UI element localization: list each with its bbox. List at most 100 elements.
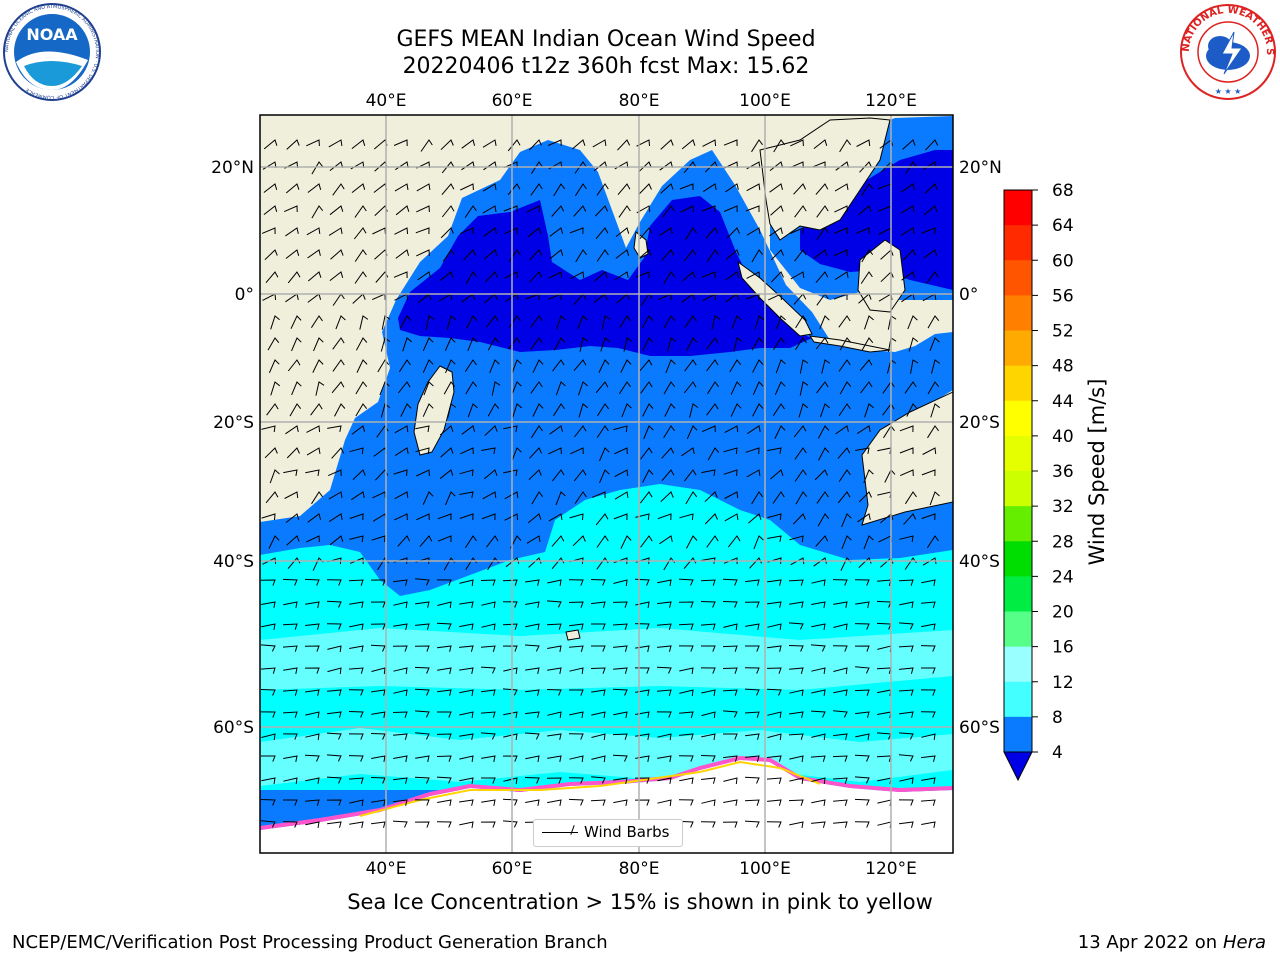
wind-barb xyxy=(305,821,320,828)
wind-barb xyxy=(766,688,782,696)
wind-barb xyxy=(440,139,454,151)
wind-barb xyxy=(788,579,804,586)
colorbar-segment xyxy=(1004,225,1032,261)
wind-barb xyxy=(794,249,807,262)
wind-barb xyxy=(922,557,937,566)
wind-barb xyxy=(723,139,738,147)
wind-barb xyxy=(591,776,606,784)
wind-barb xyxy=(663,425,675,439)
wind-barb xyxy=(623,337,633,352)
wind-barb xyxy=(525,689,540,696)
wind-barb xyxy=(854,689,870,696)
wind-barb xyxy=(590,579,606,586)
wind-barb xyxy=(327,469,342,477)
wind-barb xyxy=(547,579,562,586)
wind-barb xyxy=(547,645,562,652)
wind-barb xyxy=(772,403,785,416)
wind-barb xyxy=(261,513,276,521)
wind-barb xyxy=(635,271,650,278)
wind-barb xyxy=(854,579,870,586)
wind-barb xyxy=(810,710,826,718)
wind-barb xyxy=(285,183,300,194)
wind-barb xyxy=(502,623,518,630)
wind-barb xyxy=(569,755,584,762)
colorbar-segment xyxy=(1004,716,1032,752)
credit-text: NCEP/EMC/Verification Post Processing Pr… xyxy=(12,932,608,953)
wind-barb xyxy=(503,667,518,674)
wind-barb xyxy=(620,359,632,373)
colorbar-ticks: 68 64 60 56 52 48 44 40 36 32 28 24 20 16 12 8 4 xyxy=(1032,181,1074,763)
wind-barb xyxy=(701,777,716,784)
wind-barb xyxy=(436,622,452,630)
wind-barb xyxy=(268,535,280,549)
wind-barb xyxy=(854,754,870,762)
wind-barb xyxy=(663,315,676,329)
wind-barb xyxy=(598,359,610,373)
wind-barb xyxy=(569,227,584,235)
wind-barb xyxy=(529,249,543,261)
wind-barb xyxy=(680,205,695,213)
wind-barb xyxy=(744,711,760,718)
wind-barb xyxy=(700,579,716,586)
wind-barb xyxy=(370,601,386,608)
wind-barb xyxy=(921,667,936,674)
wind-barb xyxy=(504,271,518,279)
wind-barb xyxy=(769,227,783,237)
wind-barb xyxy=(722,601,738,608)
wind-barb xyxy=(393,623,408,631)
wind-barb xyxy=(921,777,936,784)
wind-barb xyxy=(414,710,430,718)
wind-barb xyxy=(591,623,606,630)
wind-barb xyxy=(818,447,830,461)
wind-barb xyxy=(261,777,276,784)
wind-barb xyxy=(679,513,694,521)
lat-labels-left: 20°N 0° 20°S 40°S 60°S xyxy=(211,158,254,738)
wind-barb xyxy=(684,469,697,482)
wind-barb xyxy=(480,711,496,718)
wind-barb xyxy=(487,403,500,417)
wind-barb xyxy=(423,381,434,396)
wind-barb xyxy=(444,337,456,352)
wind-barb xyxy=(663,271,675,285)
wind-barb xyxy=(811,777,826,785)
wind-barb xyxy=(773,139,786,153)
colorbar-tick-label: 48 xyxy=(1052,357,1074,377)
wind-barbs xyxy=(260,139,941,829)
wind-barb xyxy=(555,491,566,506)
wind-barb xyxy=(679,183,694,190)
wind-barb xyxy=(282,578,298,586)
wind-barb xyxy=(464,535,477,549)
wind-barb xyxy=(767,579,782,586)
wind-barb xyxy=(548,447,562,455)
wind-barb xyxy=(619,315,631,329)
wind-barb xyxy=(548,513,563,522)
wind-barb xyxy=(618,381,631,395)
colorbar-tick-label: 20 xyxy=(1052,603,1074,623)
wind-barb xyxy=(678,578,694,586)
wind-barb xyxy=(617,139,631,151)
wind-barb xyxy=(728,535,741,548)
wind-barb xyxy=(574,491,587,504)
wind-barb xyxy=(530,425,543,439)
wind-barb xyxy=(577,315,588,330)
wind-barb xyxy=(393,667,408,674)
wind-barb xyxy=(899,777,914,784)
wind-barb xyxy=(821,359,831,374)
wind-barb xyxy=(615,227,630,237)
wind-barb xyxy=(481,601,496,608)
wind-barb xyxy=(910,359,919,374)
wind-barb xyxy=(792,513,806,525)
wind-barb xyxy=(833,799,848,806)
wind-barb xyxy=(422,403,434,417)
colorbar-label-text: Wind Speed [m/s] xyxy=(1085,378,1109,566)
colorbar-segment xyxy=(1004,541,1032,577)
wind-barb xyxy=(927,425,939,439)
wind-barb xyxy=(436,776,452,784)
wind-barb xyxy=(486,535,499,548)
wind-barb xyxy=(754,315,765,330)
wind-barb xyxy=(528,139,542,151)
wind-barb xyxy=(371,821,386,828)
wind-barb xyxy=(684,315,697,328)
wind-barb xyxy=(527,227,542,238)
wind-barb xyxy=(724,513,739,522)
